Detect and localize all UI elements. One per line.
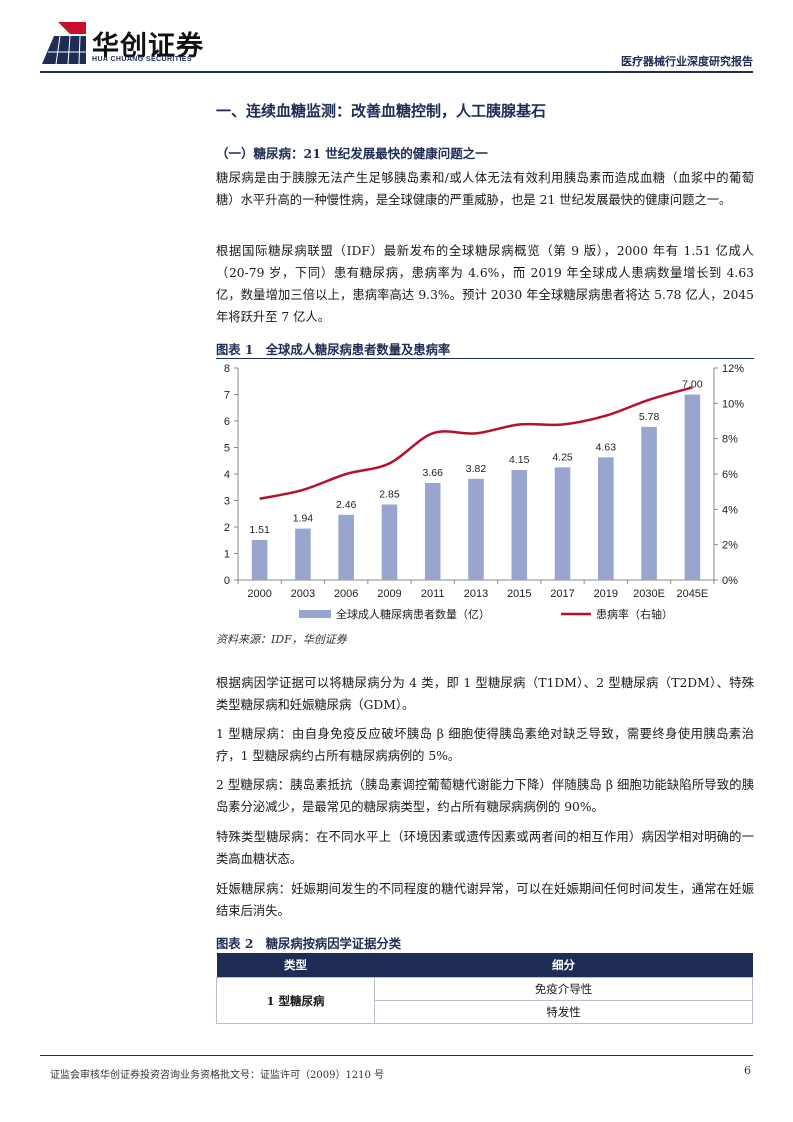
figure1-source: 资料来源：IDF，华创证券 [216,633,347,646]
right-tick-label: 8% [722,434,738,446]
table-row: 1 型糖尿病 免疫介导性 [216,977,753,1024]
bar [338,514,354,580]
bar [424,483,441,580]
paragraph-classification: 根据病因学证据可以将糖尿病分为 4 类，即 1 型糖尿病（T1DM）、2 型糖尿… [216,676,754,712]
paragraph-gestational: 妊娠糖尿病：妊娠期间发生的不同程度的糖代谢异常，可以在妊娠期间任何时间发生，通常… [216,882,754,918]
page-number: 6 [744,1064,751,1077]
prevalence-line [259,386,693,500]
x-tick-label: 2003 [291,588,315,600]
table-cell-idiopathic: 特发性 [374,1000,753,1024]
left-tick-label: 4 [224,469,230,481]
bar-data-label: 2.85 [379,488,400,500]
table-cell-immune: 免疫介导性 [374,977,753,1001]
bar [641,426,657,580]
bar-data-label: 4.15 [509,454,530,466]
bar [251,539,268,580]
header-divider [40,71,753,73]
bar [554,467,571,580]
bar-data-label: 2.46 [336,499,357,511]
legend-line-label: 患病率（右轴） [596,607,673,621]
table-header-subtype: 细分 [374,953,753,978]
paragraph-special-type: 特殊类型糖尿病：在不同水平上（环境因素或遗传因素或两者间的相互作用）病因学相对明… [216,830,754,866]
left-tick-label: 3 [224,496,230,508]
bar-data-label: 1.94 [293,513,314,525]
x-tick-label: 2000 [247,588,271,600]
logo-english-name: HUA CHUANG SECURITIES [92,56,192,63]
bar-data-label: 3.66 [423,467,444,479]
left-tick-label: 5 [224,443,230,455]
x-tick-label: 2011 [421,588,445,600]
x-tick-label: 2030E [633,588,665,600]
bar [468,478,484,580]
footer-license: 证监会审核华创证券投资咨询业务资格批文号：证监许可（2009）1210 号 [50,1070,385,1081]
bar-data-label: 3.82 [466,463,487,475]
sub-title: （一）糖尿病：21 世纪发展最快的健康问题之一 [216,146,488,161]
figure1-divider [216,358,754,359]
right-tick-label: 6% [722,469,738,481]
x-tick-label: 2017 [550,588,574,600]
bar-data-label: 7.00 [682,379,703,391]
bar [511,470,528,580]
bar [295,528,311,580]
table-row: 特发性 [217,1000,753,1024]
table-cell-type1: 1 型糖尿病 [216,977,375,1024]
figure2-title: 图表 2 糖尿病按病因学证据分类 [216,936,401,951]
bar [381,504,398,580]
bar-data-label: 1.51 [249,524,270,536]
classification-table: 类型 细分 1 型糖尿病 免疫介导性 特发性 [216,953,753,1024]
left-tick-label: 7 [224,390,230,402]
report-type: 医疗器械行业深度研究报告 [621,55,753,68]
left-tick-label: 6 [224,416,230,428]
x-tick-label: 2009 [377,588,401,600]
footer-divider [40,1055,753,1056]
legend-bar-swatch [299,610,331,618]
left-tick-label: 8 [224,363,230,375]
right-tick-label: 0% [722,575,738,587]
left-tick-label: 0 [224,575,230,587]
left-tick-label: 2 [224,522,230,534]
table-header-type: 类型 [216,953,375,978]
left-tick-label: 1 [224,549,230,561]
bar-data-label: 4.63 [596,441,617,453]
diabetes-chart: 0 1 2 3 4 5 6 7 8 0% 2% 4% 6% 8% 10% 12% 2000 2003 2006 200… [224,363,744,621]
section-title: 一、连续血糖监测：改善血糖控制，人工胰腺基石 [216,102,547,120]
paragraph-intro: 糖尿病是由于胰腺无法产生足够胰岛素和/或人体无法有效利用胰岛素而造成血糖（血浆中… [216,171,754,207]
paragraph-type1: 1 型糖尿病：由自身免疫反应破坏胰岛 β 细胞使得胰岛素绝对缺乏导致，需要终身使… [216,727,754,763]
x-tick-label: 2013 [464,588,488,600]
x-tick-label: 2045E [676,588,708,600]
x-tick-label: 2006 [334,588,358,600]
paragraph-type2: 2 型糖尿病：胰岛素抵抗（胰岛素调控葡萄糖代谢能力下降）伴随胰岛 β 细胞功能缺… [216,778,754,814]
x-tick-label: 2015 [507,588,531,600]
bar [684,394,701,580]
right-tick-label: 12% [722,363,744,375]
bar-data-label: 4.25 [552,451,573,463]
right-tick-label: 2% [722,540,738,552]
company-logo-icon [42,22,86,64]
figure1-title: 图表 1 全球成人糖尿病患者数量及患病率 [216,342,451,357]
right-tick-label: 10% [722,398,744,410]
x-tick-label: 2019 [594,588,618,600]
logo-chinese-name: 华创证券 [92,31,204,62]
bar-data-label: 5.78 [639,411,660,423]
legend-bar-label: 全球成人糖尿病患者数量（亿） [336,607,490,621]
right-tick-label: 4% [722,504,738,516]
paragraph-idf: 根据国际糖尿病联盟（IDF）最新发布的全球糖尿病概览（第 9 版），2000 年… [216,244,754,324]
bar [598,457,614,580]
